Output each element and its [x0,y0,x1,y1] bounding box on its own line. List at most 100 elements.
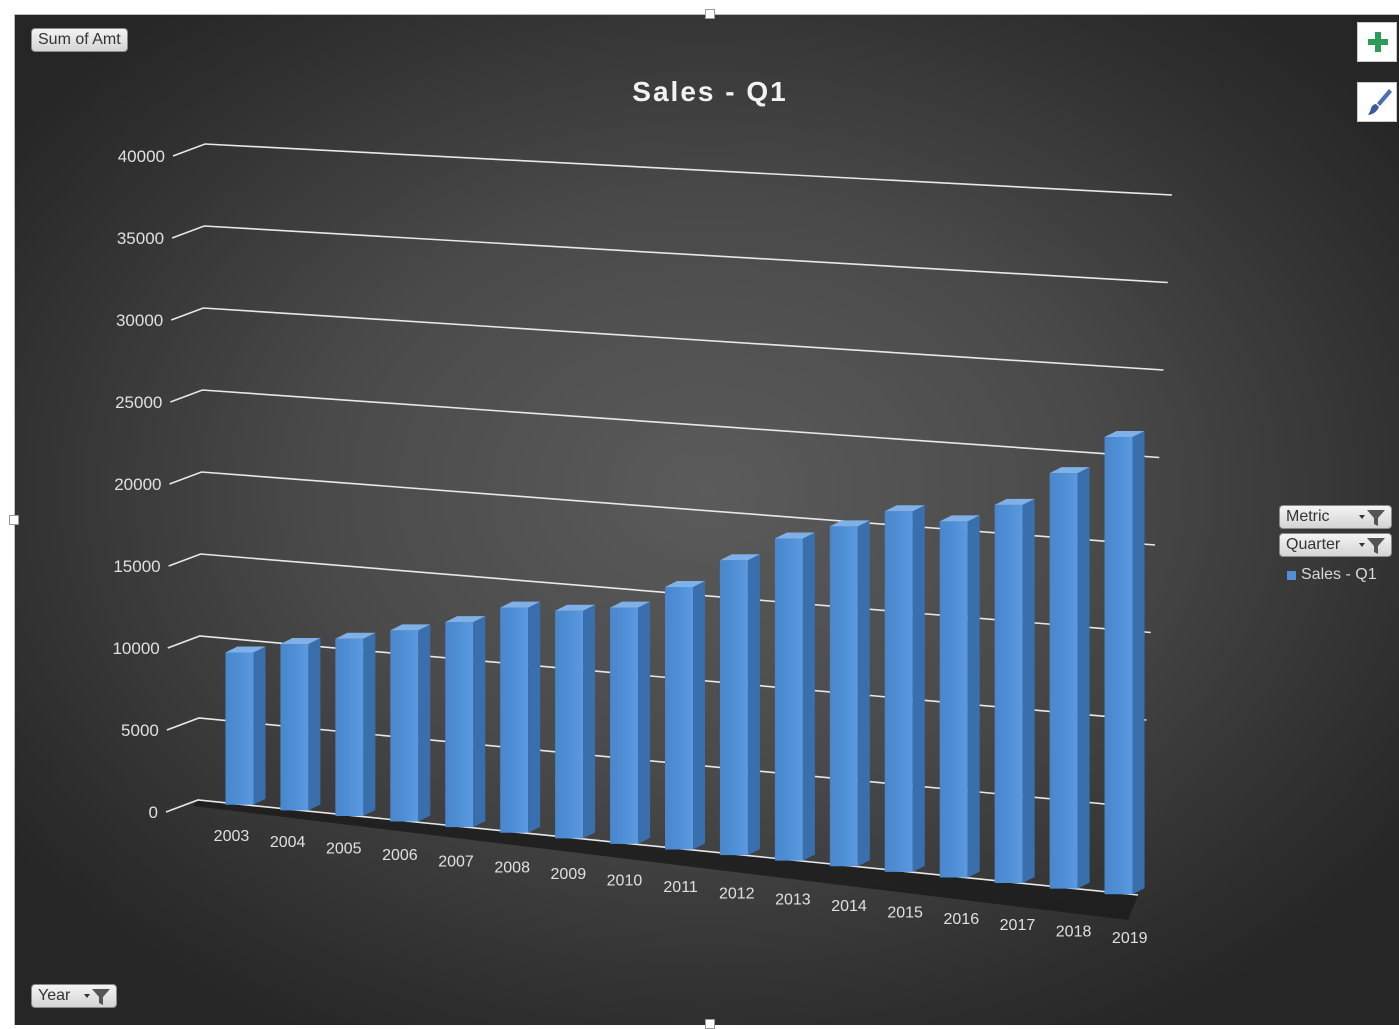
x-tick-label: 2012 [719,885,755,902]
bar-front [829,526,858,867]
bar-front [939,521,968,878]
bar-top [500,601,541,608]
x-tick-label: 2017 [1000,917,1036,934]
chart-title: Sales - Q1 [632,76,787,107]
bar [610,601,651,844]
bar-front [225,652,254,805]
bar-side [638,601,651,844]
bar-top [445,616,486,623]
bar-front [1049,473,1078,889]
bar-side [253,646,266,805]
bar-side [528,601,541,833]
bar-top [665,581,705,588]
bar-series [225,431,1145,895]
legend-entry[interactable]: Sales - Q1 [1287,566,1377,584]
x-tick-label: 2008 [494,860,530,877]
bar-front [1104,437,1133,895]
bar-top [280,637,321,644]
y-tick-label: 40000 [118,147,165,166]
filter-funnel-icon[interactable] [82,987,112,1007]
bar [719,554,760,856]
bar-top [774,532,815,539]
bar-side [1132,431,1145,895]
bar [500,601,541,833]
y-tick-label: 25000 [115,393,162,412]
x-tick-label: 2006 [382,847,418,864]
bar [390,624,431,822]
gridline [166,717,1143,809]
bar [225,646,266,805]
bar-front [390,630,419,822]
x-tick-label: 2005 [326,841,362,858]
bar-side [583,604,596,839]
y-tick-label: 10000 [112,639,159,658]
bar-side [418,624,431,822]
bar-side [802,532,815,861]
bar-side [912,505,925,872]
bar-front [719,560,748,856]
metric-filter-button[interactable]: Metric [1279,505,1392,529]
bar-front [884,511,913,872]
gridline [170,389,1160,459]
x-tick-label: 2019 [1112,930,1148,947]
bar [884,505,925,872]
bar-front [610,607,639,844]
x-tick-label: 2010 [607,873,643,890]
bar-front [500,607,529,833]
x-tick-label: 2013 [775,892,811,909]
bar-top [335,632,376,639]
chart-styles-button[interactable] [1357,82,1397,122]
bar [665,581,705,850]
bar-side [1022,498,1035,884]
bar-side [1077,467,1090,889]
resize-handle-top[interactable] [705,9,715,19]
year-field-label: Year [38,987,71,1004]
bar-front [335,638,364,816]
bar-front [445,622,474,828]
year-field-button[interactable]: Year [31,984,117,1008]
bar [994,498,1035,884]
x-tick-label: 2003 [214,828,250,845]
bar-top [225,646,266,653]
x-tick-label: 2007 [438,853,474,870]
quarter-filter-label: Quarter [1286,536,1341,553]
bar [280,637,321,811]
x-tick-label: 2014 [831,898,867,915]
x-tick-label: 2011 [663,879,698,896]
y-tick-label: 15000 [113,557,160,576]
bar-side [967,515,980,878]
legend-swatch [1287,570,1296,580]
bar-top [884,505,925,512]
gridline [165,799,1139,896]
bar-front [994,504,1023,884]
bar-top [555,604,596,611]
bar [555,604,596,839]
bar-top [390,624,431,631]
x-tick-label: 2018 [1056,924,1092,941]
bar-front [665,587,693,850]
filter-funnel-icon[interactable] [1357,536,1387,556]
y-tick-label: 5000 [121,721,159,740]
bar-side [363,632,376,816]
x-tick-label: 2009 [551,866,587,883]
bar-side [747,554,760,856]
value-field-label: Sum of Amt [38,31,121,48]
bar [829,520,870,867]
bar [445,616,486,828]
filter-funnel-icon[interactable] [1357,508,1387,528]
resize-handle-left[interactable] [9,515,19,525]
bar-side [308,637,321,811]
bar-top [1104,431,1145,438]
quarter-filter-button[interactable]: Quarter [1279,533,1392,557]
y-tick-label: 35000 [117,229,164,248]
x-tick-label: 2004 [270,834,306,851]
chart-floor [193,800,1138,920]
bar-top [1049,467,1090,474]
bar [774,532,815,861]
bar-front [774,538,803,861]
value-field-button[interactable]: Sum of Amt [31,28,128,52]
bar-side [857,520,870,867]
chart-elements-button[interactable] [1357,22,1397,62]
bar-top [719,554,760,561]
